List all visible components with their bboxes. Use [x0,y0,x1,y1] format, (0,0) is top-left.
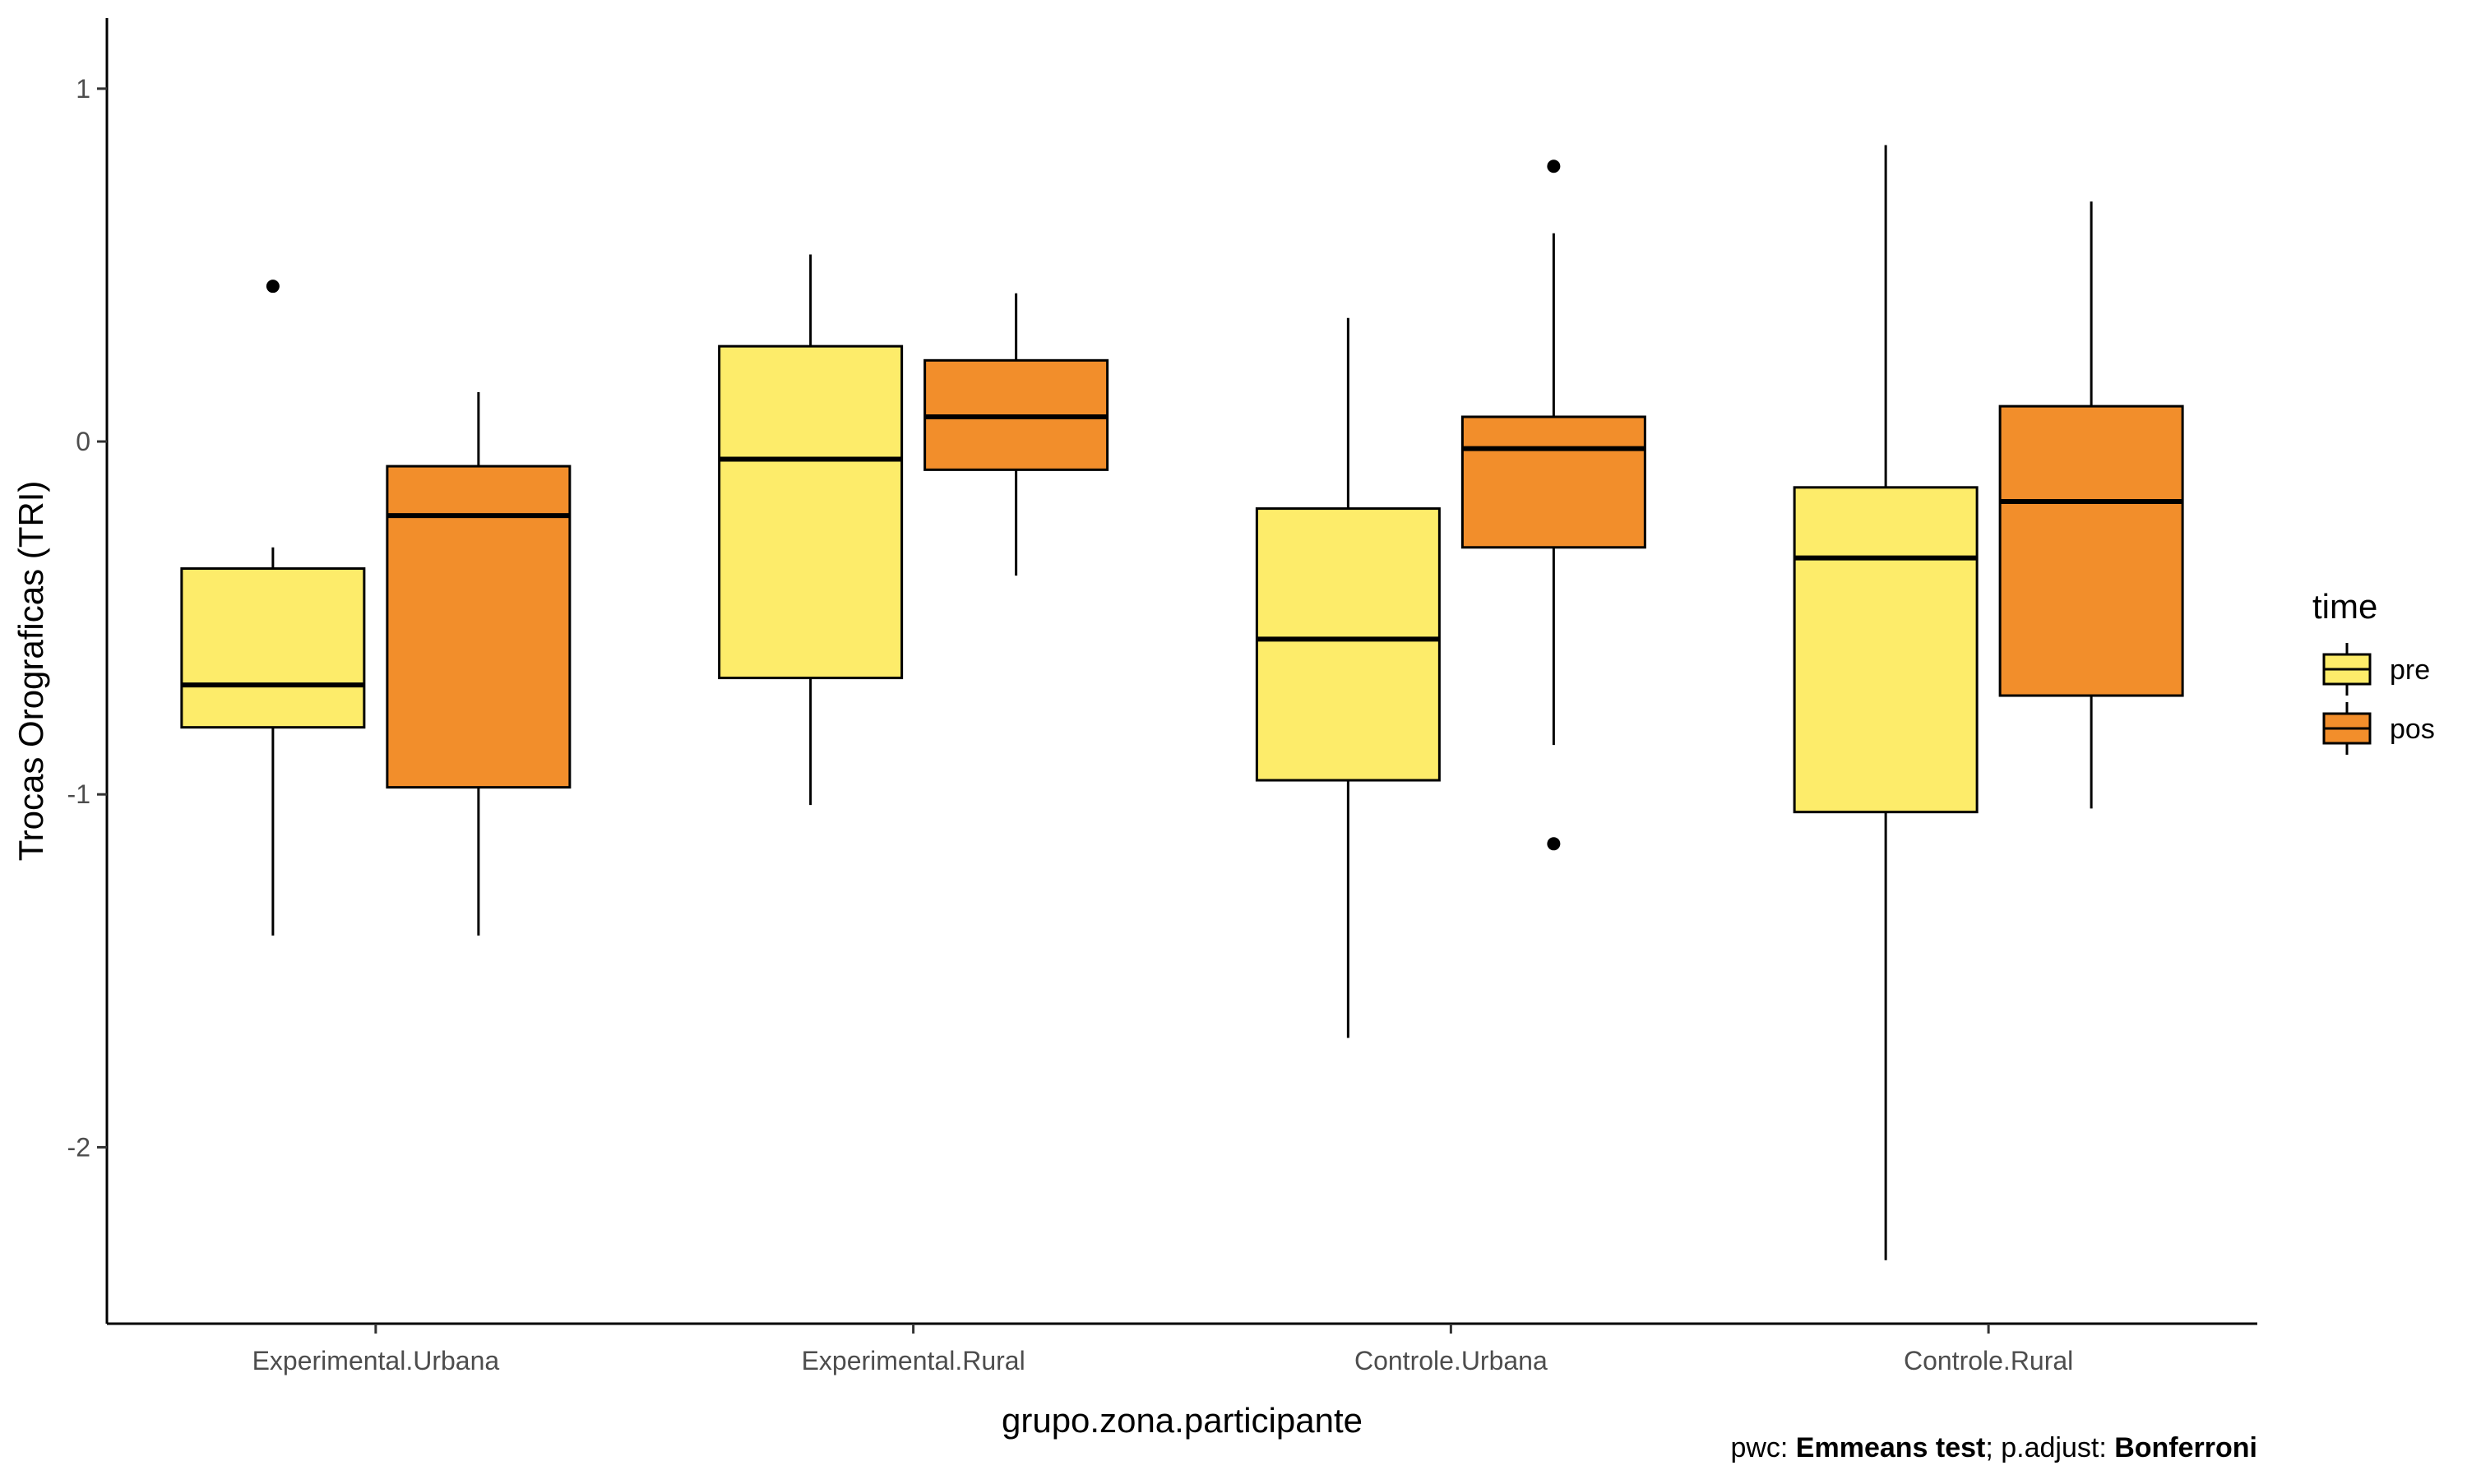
y-tick-label: 1 [76,74,90,104]
y-tick-label: -2 [67,1132,90,1162]
box-body [1793,486,1979,814]
y-tick-label: -1 [67,779,90,809]
box-pre [1793,145,1979,1260]
legend-label: pre [2390,654,2430,686]
box-pre [718,254,904,806]
y-axis-ticks: 1 0 -1 -2 [67,74,107,1162]
box-pos [1998,201,2184,809]
caption-method: Bonferroni [2114,1432,2257,1463]
caption: pwc: Emmeans test; p.adjust: Bonferroni [1730,1432,2257,1463]
legend-items: pre pos [2322,643,2435,755]
x-tick-label: Experimental.Rural [802,1346,1025,1375]
box-pre [180,280,366,936]
outlier-point [266,280,280,294]
legend-label: pos [2390,714,2435,745]
box-body [386,465,572,789]
box-body [1255,507,1441,782]
x-tick-label: Controle.Urbana [1354,1346,1548,1375]
legend-item-pos: pos [2322,702,2435,755]
box-pre [1255,317,1441,1038]
y-tick-label: 0 [76,427,90,456]
box-pos [923,293,1109,576]
legend-item-pre: pre [2322,643,2430,696]
box-body [180,567,366,729]
legend-title: time [2312,587,2377,626]
outlier-point [1547,159,1561,173]
box-pos [1460,159,1646,851]
box-body [1998,405,2184,697]
x-axis-title: grupo.zona.participante [1002,1401,1363,1440]
caption-test: Emmeans test [1796,1432,1986,1463]
box-body [1460,415,1646,549]
box-pos [386,391,572,936]
y-axis-title: Trocas Orograficas (TRI) [12,481,50,862]
legend: time pre pos [2312,587,2435,755]
outlier-point [1547,837,1561,851]
x-tick-label: Experimental.Urbana [252,1346,500,1375]
box-body [718,344,904,680]
x-axis-ticks: Experimental.Urbana Experimental.Rural Con… [252,1324,2073,1375]
x-tick-label: Controle.Rural [1904,1346,2073,1375]
caption-prefix: pwc: [1730,1432,1795,1463]
plot-area [180,145,2184,1260]
caption-middle: ; p.adjust: [1985,1432,2114,1463]
